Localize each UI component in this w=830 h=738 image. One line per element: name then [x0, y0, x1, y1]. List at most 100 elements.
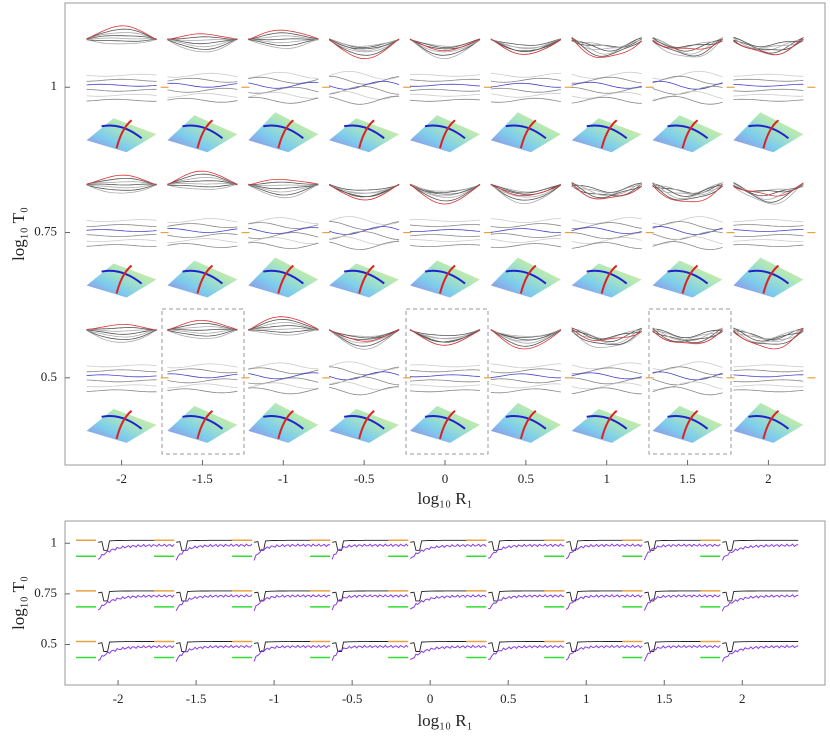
trace — [329, 75, 400, 85]
trace — [329, 231, 400, 240]
curve — [490, 38, 562, 46]
x-tick-label: 1 — [583, 691, 590, 706]
surface-curve — [505, 415, 547, 430]
surface-curve — [748, 269, 790, 285]
surface-curve — [519, 264, 537, 294]
x-tick-label: -1 — [269, 691, 280, 706]
trace-black — [722, 539, 799, 551]
y-tick-label: 0.75 — [34, 224, 57, 239]
trace — [329, 221, 400, 230]
trace-purple — [409, 543, 487, 559]
trace — [490, 97, 561, 103]
trace — [409, 364, 481, 368]
surface-curve — [439, 264, 456, 294]
trace — [86, 78, 157, 82]
trace — [652, 75, 723, 85]
trace — [86, 219, 157, 222]
curve — [409, 329, 481, 346]
curve — [652, 183, 723, 197]
surface-curve — [196, 264, 214, 294]
trace — [652, 361, 723, 371]
trace — [733, 88, 804, 92]
trace — [571, 367, 642, 375]
curve — [571, 182, 642, 196]
curve — [652, 182, 723, 200]
curve — [490, 328, 562, 341]
curve — [167, 36, 238, 40]
trace — [733, 234, 804, 237]
curve — [248, 183, 319, 196]
y-tick-label: 0.5 — [41, 369, 57, 384]
trace — [571, 362, 642, 370]
trace — [167, 218, 238, 223]
curve — [652, 328, 723, 339]
trace — [733, 364, 804, 368]
curve — [86, 329, 157, 340]
trace — [733, 389, 804, 393]
trace — [652, 236, 723, 245]
x-tick-label: -0.5 — [342, 691, 363, 706]
curve — [733, 37, 804, 56]
surface-curve — [277, 264, 294, 294]
trace — [409, 369, 481, 373]
trace — [86, 224, 157, 227]
trace — [490, 233, 561, 238]
surface-curve — [277, 410, 294, 440]
surface-curve — [358, 119, 375, 149]
curve — [248, 329, 319, 333]
curve — [571, 329, 642, 349]
curve — [328, 38, 400, 47]
trace-purple — [97, 594, 175, 611]
trace — [733, 73, 804, 77]
x-tick-label: 1 — [603, 471, 610, 486]
curve — [248, 38, 319, 44]
highlight-box — [405, 308, 489, 455]
curve — [490, 184, 562, 198]
trace-purple — [175, 543, 253, 561]
trace — [86, 93, 157, 97]
trace — [86, 83, 157, 87]
trace-purple — [721, 543, 799, 561]
curve — [248, 184, 319, 187]
surface-curve — [196, 119, 214, 149]
trace — [248, 91, 319, 99]
curve — [328, 184, 400, 194]
x-tick-label: 0.5 — [500, 691, 516, 706]
surface-curve — [600, 119, 618, 149]
surface-curve — [115, 119, 133, 149]
trace-black — [488, 539, 565, 551]
curve — [86, 183, 157, 186]
curve — [409, 329, 481, 343]
trace — [733, 98, 804, 102]
trace — [409, 88, 481, 92]
trace — [490, 72, 561, 78]
trace — [733, 374, 804, 378]
y-tick-label: 1 — [51, 78, 58, 93]
x-axis-label: log₁₀ R₁ — [417, 489, 472, 508]
trace — [248, 86, 319, 94]
curve — [328, 328, 400, 339]
curve — [733, 183, 804, 200]
trace — [248, 81, 319, 89]
trace — [409, 78, 481, 82]
curve — [490, 329, 562, 344]
curve — [86, 178, 157, 186]
surface-curve — [358, 264, 375, 294]
curve — [409, 184, 481, 195]
trace — [490, 82, 561, 88]
curve — [652, 183, 723, 196]
curve — [248, 322, 319, 331]
curve — [248, 35, 319, 40]
curve — [571, 182, 642, 193]
trace — [490, 383, 561, 389]
trace-purple — [253, 543, 331, 561]
curve — [409, 328, 481, 340]
curve — [86, 183, 157, 191]
x-tick-label: -2 — [113, 691, 124, 706]
curve — [328, 38, 400, 60]
surface-curve — [519, 119, 537, 149]
curve — [248, 183, 319, 193]
trace — [167, 92, 238, 98]
curve — [167, 38, 238, 53]
trace — [86, 374, 157, 378]
